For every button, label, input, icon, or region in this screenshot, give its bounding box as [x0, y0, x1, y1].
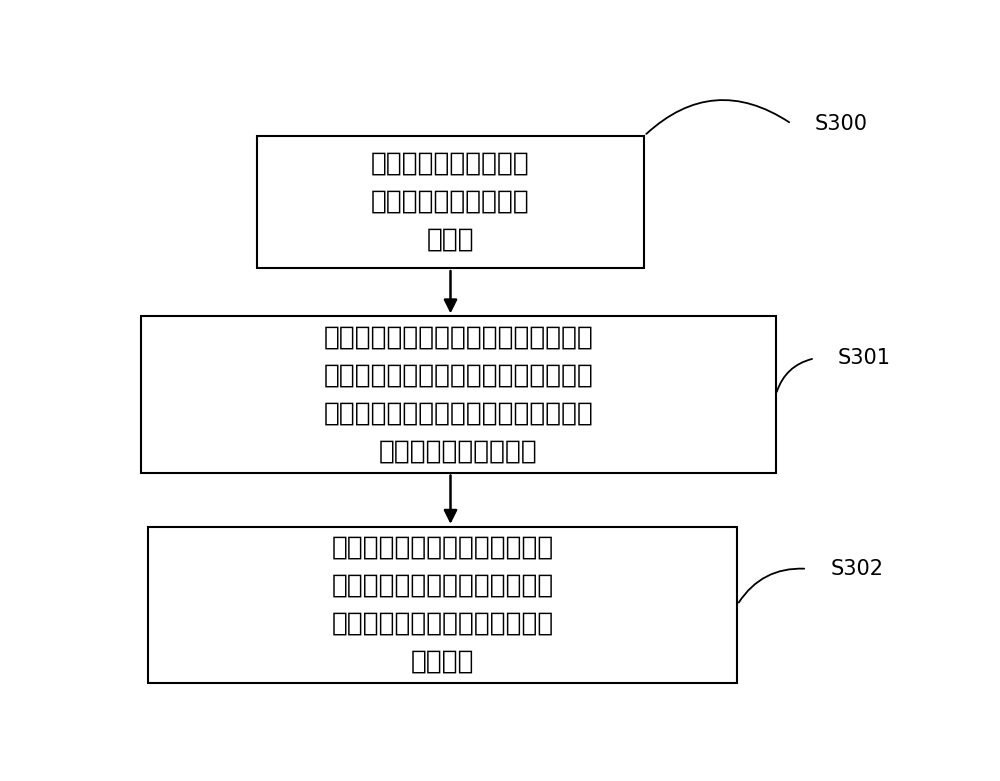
Text: 以标记为焚烧火点的像
元为中心，获得一个尺
度窗口: 以标记为焚烧火点的像 元为中心，获得一个尺 度窗口	[371, 151, 530, 253]
Text: S301: S301	[838, 348, 891, 369]
FancyArrowPatch shape	[739, 569, 804, 603]
Text: 当尺度窗口中的背景火点像元比
例未超过预设阈值比例时，将标
记为焚烧火点的像元的焚烧火点
标记去除: 当尺度窗口中的背景火点像元比 例未超过预设阈值比例时，将标 记为焚烧火点的像元的…	[332, 535, 554, 675]
Text: 判断尺度窗口中每个像元的亮温值与标
记为焚烧火点的像元的亮温值之差是否
位于预设背景火点范围内，是则将该像
元标记为背景火点像元: 判断尺度窗口中每个像元的亮温值与标 记为焚烧火点的像元的亮温值之差是否 位于预设…	[323, 324, 593, 465]
FancyBboxPatch shape	[140, 316, 776, 473]
FancyArrowPatch shape	[646, 100, 789, 134]
Text: S302: S302	[830, 558, 883, 579]
FancyBboxPatch shape	[257, 136, 644, 268]
FancyArrowPatch shape	[777, 359, 812, 392]
Text: S300: S300	[815, 114, 868, 134]
FancyBboxPatch shape	[148, 526, 737, 683]
